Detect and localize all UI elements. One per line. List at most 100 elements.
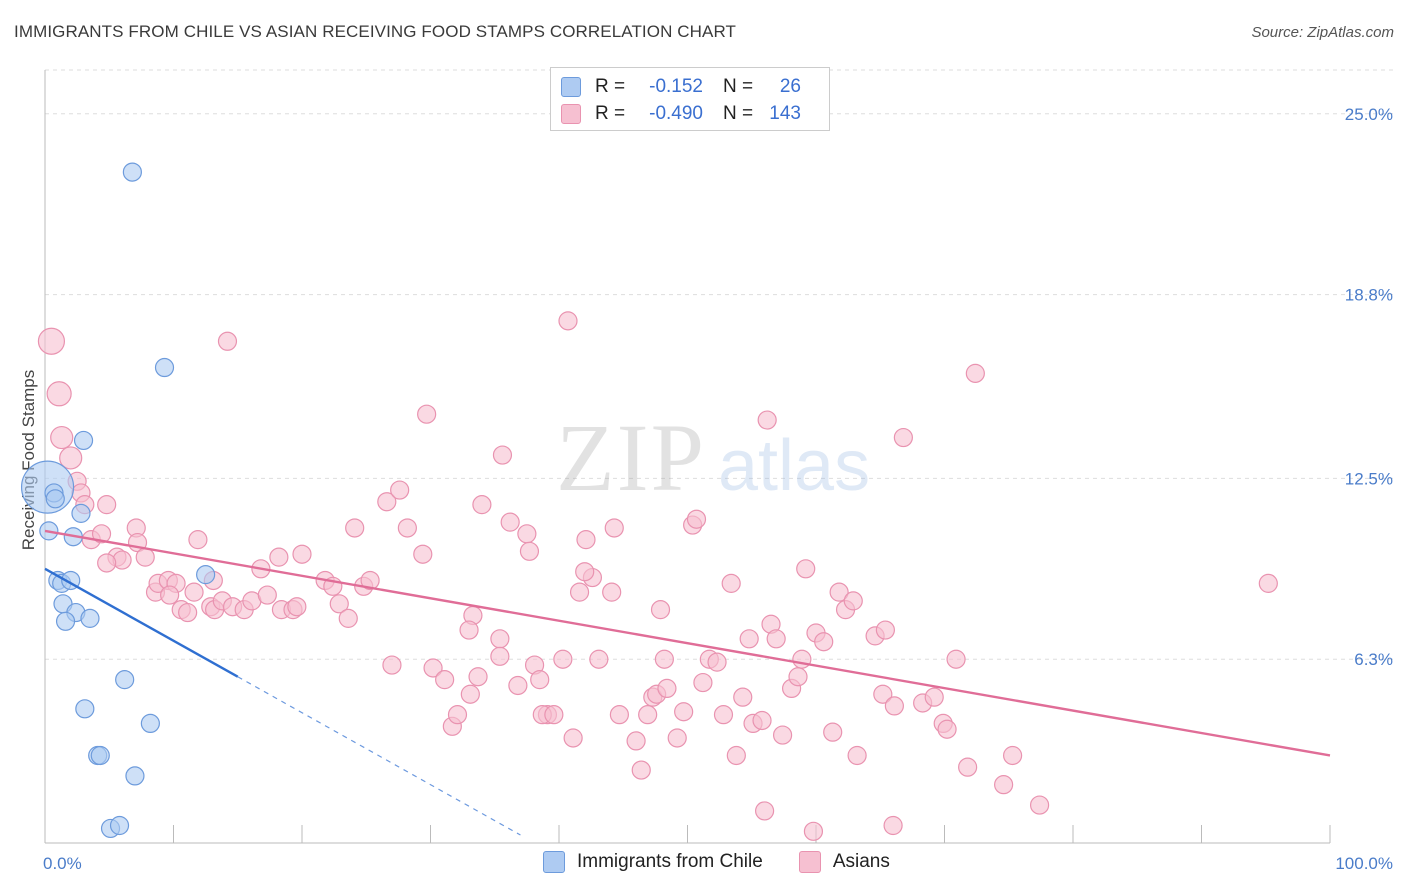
asians-point (517, 524, 537, 544)
legend-swatch-chile (561, 77, 581, 97)
asians-point (752, 710, 772, 731)
asians-point (884, 696, 904, 716)
asians-point (803, 821, 824, 841)
asians-point (490, 646, 510, 666)
x-tick-labels: 0.0% 100.0% (43, 854, 1393, 873)
series-swatch-chile (543, 851, 565, 873)
asians-point (657, 678, 677, 699)
asians-point (739, 629, 759, 649)
chile-point (73, 430, 94, 451)
asians-point (563, 728, 583, 748)
chart-title: IMMIGRANTS FROM CHILE VS ASIAN RECEIVING… (14, 22, 737, 41)
asians-point (602, 582, 622, 602)
asians-point (530, 670, 550, 690)
series-swatch-asians (798, 851, 821, 873)
asians-point (287, 597, 307, 617)
asians-point (626, 731, 646, 751)
asians-point (553, 649, 573, 669)
asians-point (508, 675, 528, 696)
y-tick-labels: 6.3% 12.5% 18.8% 25.0% (1345, 105, 1393, 669)
asians-point (338, 608, 358, 628)
legend-r-value: -0.152 (649, 76, 703, 97)
asians-point (604, 518, 624, 538)
series-legend: Immigrants from Chile Asians (543, 851, 926, 873)
asians-point (814, 632, 834, 652)
x-tick-label: 0.0% (43, 854, 82, 873)
asians-point (397, 518, 417, 538)
asians-point (823, 722, 843, 742)
asians-point (492, 445, 513, 465)
asians-point (924, 687, 944, 707)
asians-point (965, 363, 985, 383)
asians-point (390, 480, 410, 500)
chile-point (45, 489, 65, 509)
y-tick-label: 12.5% (1345, 469, 1393, 488)
chile-point (90, 745, 110, 766)
asians-point (417, 404, 437, 424)
asians-points (37, 311, 1278, 841)
asians-point (654, 649, 674, 669)
asians-point (721, 573, 741, 593)
chile-point (115, 670, 135, 690)
asians-point (59, 446, 83, 470)
asians-point (589, 649, 609, 669)
asians-point (519, 541, 540, 561)
asians-point (472, 495, 492, 515)
y-tick-label: 18.8% (1345, 286, 1393, 305)
chile-point (109, 815, 130, 836)
asians-point (382, 655, 402, 675)
chile-point (154, 357, 175, 378)
series-legend-asians: Asians (798, 851, 890, 873)
asians-point (958, 757, 978, 777)
asians-point (875, 620, 895, 640)
asians-point (713, 705, 734, 725)
chile-point (75, 699, 95, 719)
asians-point (883, 815, 903, 836)
asians-point (569, 582, 590, 602)
chile-point (80, 608, 100, 628)
asians-point (423, 658, 443, 678)
asians-point (1258, 573, 1278, 593)
chile-point (125, 766, 145, 786)
watermark: ZIP atlas (556, 404, 870, 511)
gridlines (45, 69, 1395, 660)
asians-point (788, 667, 808, 687)
chile-points (20, 162, 216, 839)
asians-point (796, 559, 816, 579)
asians-trend-line (44, 529, 1331, 757)
asians-point (345, 518, 365, 538)
asians-point (91, 524, 112, 544)
asians-point (178, 602, 198, 623)
asians-point (97, 553, 117, 573)
chile-point (71, 503, 91, 523)
asians-point (292, 544, 312, 564)
asians-point (413, 544, 433, 564)
trend-lines (44, 529, 1331, 836)
asians-point (1003, 745, 1023, 766)
legend-n-label: N = (723, 103, 754, 124)
asians-point (843, 591, 863, 611)
asians-point (631, 760, 651, 780)
asians-point (160, 585, 180, 605)
legend-r-label: R = (595, 76, 626, 97)
y-tick-label: 6.3% (1354, 650, 1393, 669)
axes (44, 70, 1331, 844)
legend-row-asians: R = -0.490 N = 143 (561, 101, 801, 127)
asians-point (558, 311, 578, 331)
asians-point (544, 705, 564, 725)
asians-point (37, 327, 66, 355)
asians-point (135, 547, 155, 567)
asians-point (638, 705, 658, 725)
chile-point (140, 713, 160, 734)
asians-point (97, 495, 117, 515)
asians-point (188, 530, 208, 550)
asians-point (937, 719, 957, 739)
asians-point (650, 600, 671, 620)
chile-trend-extension (237, 676, 521, 836)
asians-point (490, 629, 510, 649)
asians-point (329, 594, 349, 614)
asians-point (946, 649, 966, 669)
series-legend-chile: Immigrants from Chile (543, 851, 763, 873)
asians-point (792, 649, 812, 669)
